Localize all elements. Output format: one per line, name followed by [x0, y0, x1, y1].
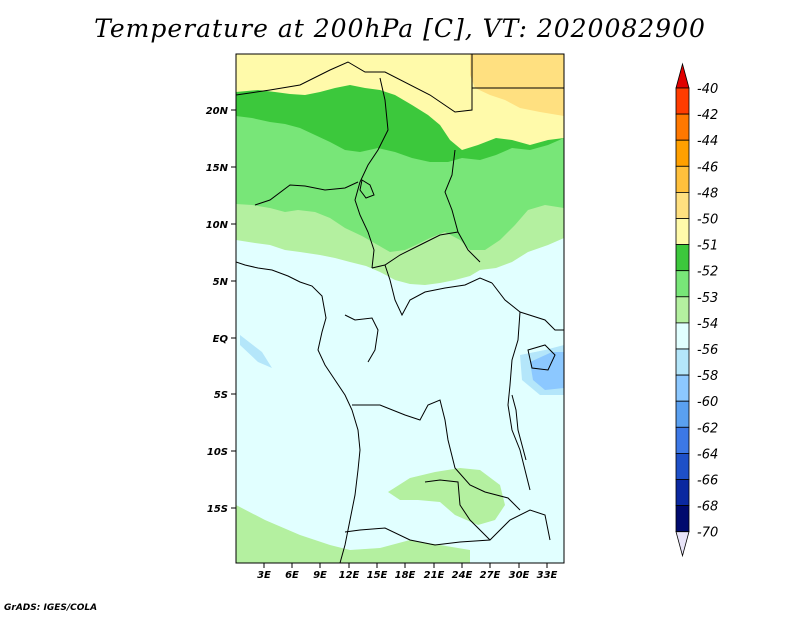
border-congo-north [384, 264, 493, 317]
field-cold-wedge [240, 335, 272, 368]
colorbar-arrow-top [675, 62, 690, 89]
colorbar-box [675, 270, 690, 298]
border-east-lakes [519, 311, 564, 331]
lake-tanganyika [511, 394, 527, 461]
temperature-field [236, 54, 564, 563]
border-sahara-north [236, 54, 473, 113]
border-chad-west [354, 77, 389, 269]
lon-label-24e: 24E [452, 570, 473, 581]
border-south [344, 509, 551, 546]
field-colder-patch [530, 352, 564, 390]
colorbar-label: -50 [697, 213, 718, 228]
lon-label-12e: 12E [339, 570, 360, 581]
lat-label-eq: EQ [213, 334, 229, 345]
colorbar-label: -62 [697, 421, 718, 436]
colorbar-label: -68 [697, 500, 718, 515]
lat-label-20n: 20N [206, 106, 229, 117]
colorbar-box [675, 348, 690, 376]
colorbar-box [675, 191, 690, 219]
colorbar-label: -42 [697, 108, 718, 123]
lat-label-5n: 5N [213, 277, 229, 288]
colorbar-box [675, 479, 690, 507]
lat-label-10s: 10S [207, 447, 228, 458]
lon-label-9e: 9E [313, 570, 327, 581]
colorbar-box [675, 296, 690, 324]
border-congo-west [344, 314, 379, 363]
colorbar-label: -56 [697, 343, 718, 358]
lat-label-15n: 15N [206, 163, 229, 174]
colorbar: -40 -42 -44 -46 -48 -50 -51 -52 -53 -54 -56 -58 -60 -… [675, 62, 718, 558]
lake-victoria [527, 344, 556, 371]
border-chad-east [444, 149, 481, 263]
colorbar-label: -52 [697, 265, 718, 280]
lat-label-15s: 15S [207, 504, 228, 515]
credit-label: GrADS: IGES/COLA [4, 603, 98, 613]
border-nigeria [254, 181, 359, 206]
axis-ticks [231, 109, 548, 568]
border-car [371, 231, 459, 269]
colorbar-label: -60 [697, 395, 718, 410]
colorbar-box [675, 139, 690, 167]
colorbar-label: -44 [697, 134, 718, 149]
colorbar-label: -51 [697, 239, 718, 254]
colorbar-box [675, 165, 690, 193]
colorbar-box [675, 113, 690, 141]
colorbar-box [675, 505, 690, 533]
colorbar-label: -70 [697, 526, 718, 541]
map-frame [235, 53, 565, 564]
colorbar-label: -53 [697, 291, 718, 306]
colorbar-box [675, 452, 690, 480]
lon-label-18e: 18E [395, 570, 416, 581]
colorbar-box [675, 244, 690, 272]
colorbar-label: -40 [697, 82, 718, 97]
country-borders [236, 54, 564, 563]
colorbar-label: -66 [697, 474, 718, 489]
field-south-patch-a [388, 468, 505, 525]
colorbar-label: -48 [697, 186, 718, 201]
lon-label-3e: 3E [257, 570, 271, 581]
colorbar-label: -54 [697, 317, 718, 332]
colorbar-label: -58 [697, 369, 718, 384]
lon-label-21e: 21E [424, 570, 445, 581]
lake-chad [359, 179, 375, 199]
border-angola [352, 399, 521, 511]
colorbar-arrow-bottom [675, 531, 690, 558]
lon-label-6e: 6E [285, 570, 299, 581]
lon-label-27e: 27E [480, 570, 501, 581]
colorbar-label: -46 [697, 160, 718, 175]
colorbar-box [675, 426, 690, 454]
lon-label-30e: 30E [509, 570, 530, 581]
colorbar-label: -64 [697, 447, 718, 462]
border-coast-west [236, 261, 361, 563]
chart-title: Temperature at 200hPa [C], VT: 202008290… [94, 14, 706, 43]
field-south-patch-b [236, 505, 470, 563]
field-band-48 [470, 54, 564, 116]
colorbar-box [675, 322, 690, 350]
lon-label-33e: 33E [537, 570, 558, 581]
colorbar-box [675, 218, 690, 246]
lat-label-10n: 10N [206, 220, 229, 231]
border-drc-east [491, 282, 531, 491]
border-zambia [424, 479, 491, 541]
colorbar-box [675, 400, 690, 428]
colorbar-box [675, 87, 690, 115]
lon-label-15e: 15E [367, 570, 388, 581]
colorbar-box [675, 374, 690, 402]
lat-label-5s: 5S [214, 390, 228, 401]
